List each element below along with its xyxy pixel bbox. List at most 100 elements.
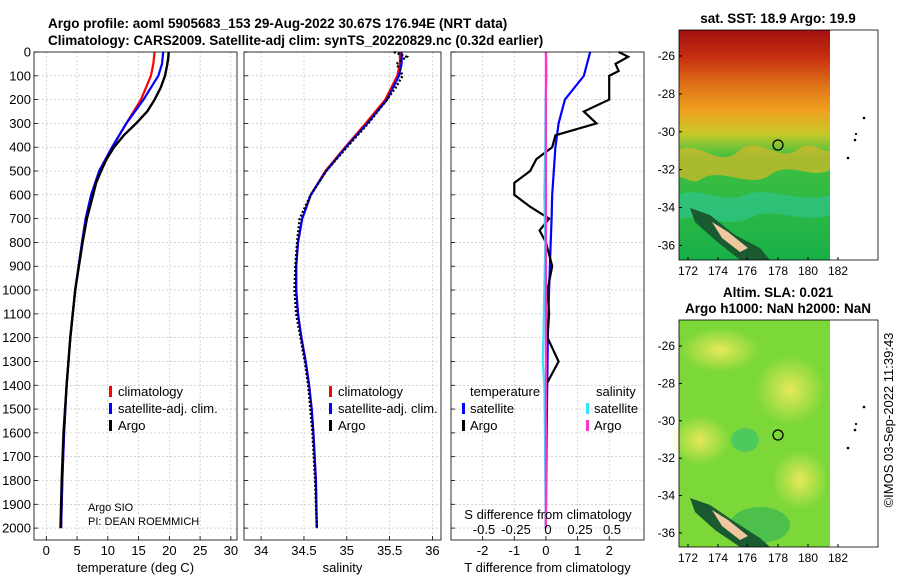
- s-tick-label: 0.5: [603, 522, 621, 537]
- y-tick-label: 500: [9, 164, 31, 179]
- land-island: [712, 222, 748, 252]
- credit-pi: PI: DEAN ROEMMICH: [88, 516, 199, 528]
- map-y-tick-label: -26: [658, 339, 676, 353]
- map-x-tick-label: 178: [768, 264, 788, 278]
- salinity-legend: climatology satellite-adj. clim. Argo: [329, 384, 438, 433]
- x-axis-label: salinity: [323, 560, 363, 575]
- series-line-temperature-argo: [513, 51, 631, 529]
- x-tick-label: 0: [542, 543, 549, 558]
- difference-legend: temperature salinity satellite Argo sate…: [462, 384, 638, 433]
- y-tick-label: 1800: [2, 473, 31, 488]
- y-tick-label: 0: [24, 45, 31, 60]
- island-dot: [862, 405, 866, 409]
- temperature-panel: 0 5 10 15 20 25 30 temperature (deg C) 0 100 200 30…: [2, 45, 238, 576]
- island-dot: [853, 428, 857, 432]
- x-tick-label: 10: [101, 543, 115, 558]
- legend-label: climatology: [118, 384, 184, 399]
- legend-salinity-header: salinity: [596, 384, 636, 399]
- x-tick-label: 34.5: [291, 543, 316, 558]
- x-tick-label: 25: [193, 543, 207, 558]
- y-tick-label: 700: [9, 211, 31, 226]
- x-tick-label: 2: [606, 543, 613, 558]
- legend-label: satellite-adj. clim.: [118, 401, 218, 416]
- map-x-tick-label: 176: [737, 551, 757, 565]
- sst-map-title: sat. SST: 18.9 Argo: 19.9: [700, 11, 856, 26]
- sla-empty-area: [830, 320, 878, 547]
- y-tick-label: 1700: [2, 449, 31, 464]
- sla-anomaly: [755, 355, 825, 425]
- legend-swatch-climatology: [329, 386, 332, 397]
- legend-label: satellite: [594, 401, 638, 416]
- sst-map-ticks: 172 174 176 178 180 182 -26 -28 -30 -32 -34 -36: [658, 49, 849, 278]
- y-tick-label: 2000: [2, 521, 31, 536]
- legend-swatch-sal-argo: [586, 420, 589, 431]
- y-tick-label: 900: [9, 259, 31, 274]
- y-tick-label: 200: [9, 92, 31, 107]
- map-y-tick-label: -28: [658, 376, 676, 390]
- s-tick-label: -0.25: [501, 522, 531, 537]
- island-dot: [846, 446, 850, 450]
- y-tick-label: 1500: [2, 402, 31, 417]
- y-tick-label: 600: [9, 187, 31, 202]
- plot-frame: [450, 51, 645, 541]
- y-tick-label: 1900: [2, 497, 31, 512]
- island-dot: [862, 116, 866, 120]
- map-y-tick-label: -34: [658, 489, 676, 503]
- timestamp: ©IMOS 03-Sep-2022 11:39:43: [881, 333, 896, 508]
- series-line-argo: [59, 51, 170, 529]
- x-tick-label: 30: [224, 543, 238, 558]
- legend-swatch-temp-satellite: [462, 403, 465, 414]
- map-x-tick-label: 180: [798, 264, 818, 278]
- sla-map-title-2: Argo h1000: NaN h2000: NaN: [685, 301, 871, 316]
- sst-map: sat. SST: 18.9 Argo: 19.9 172 174 176 178 18…: [658, 11, 879, 278]
- land-island: [712, 510, 748, 540]
- island-dot: [846, 156, 850, 160]
- difference-panel: -2 -1 0 1 2 T difference from climatology: [450, 51, 645, 575]
- map-x-tick-label: 180: [798, 551, 818, 565]
- sla-low: [731, 428, 759, 452]
- map-x-tick-label: 174: [708, 551, 728, 565]
- x-tick-label: 20: [162, 543, 176, 558]
- y-tick-label: 100: [9, 68, 31, 83]
- sla-map-ticks: 172 174 176 178 180 182 -26 -28 -30 -32 -34 -36: [658, 339, 849, 565]
- island-dot: [854, 422, 858, 426]
- x-tick-label: -1: [508, 543, 520, 558]
- argo-position-marker: [772, 429, 784, 441]
- legend-label: climatology: [338, 384, 404, 399]
- map-x-tick-label: 182: [828, 551, 848, 565]
- x-tick-label: 0: [43, 543, 50, 558]
- x-tick-label: 34: [254, 543, 268, 558]
- credit-argo: Argo SIO: [88, 502, 134, 514]
- y-tick-label: 1300: [2, 354, 31, 369]
- sla-map: Altim. SLA: 0.021 Argo h1000: NaN h2000:…: [658, 285, 879, 565]
- map-y-tick-label: -28: [658, 87, 676, 101]
- map-y-tick-label: -36: [658, 238, 676, 252]
- argo-position-marker: [772, 139, 784, 151]
- map-y-tick-label: -34: [658, 201, 676, 215]
- map-x-tick-label: 172: [678, 264, 698, 278]
- y-tick-label: 1000: [2, 283, 31, 298]
- legend-swatch-satellite: [329, 403, 332, 414]
- series-line-argo: [293, 50, 410, 529]
- map-y-tick-label: -36: [658, 526, 676, 540]
- sst-empty-area: [830, 30, 878, 260]
- sst-cool-band: [679, 192, 830, 222]
- legend-label: satellite-adj. clim.: [338, 401, 438, 416]
- legend-swatch-satellite: [109, 403, 112, 414]
- plot-area: [34, 52, 237, 540]
- map-x-tick-label: 174: [708, 264, 728, 278]
- s-tick-label: 0.25: [567, 522, 592, 537]
- map-y-tick-label: -32: [658, 163, 676, 177]
- island-dot: [854, 132, 858, 136]
- legend-swatch-climatology: [109, 386, 112, 397]
- plot-area: [244, 52, 441, 540]
- map-y-tick-label: -32: [658, 451, 676, 465]
- legend-label: Argo: [118, 418, 145, 433]
- s-difference-ticks: -0.5 -0.25 0 0.25 0.5: [473, 522, 621, 537]
- s-tick-label: 0: [544, 522, 551, 537]
- sla-anomaly: [772, 450, 828, 510]
- legend-label: satellite: [470, 401, 514, 416]
- plot-frame: [243, 51, 442, 541]
- legend-swatch-argo: [329, 420, 332, 431]
